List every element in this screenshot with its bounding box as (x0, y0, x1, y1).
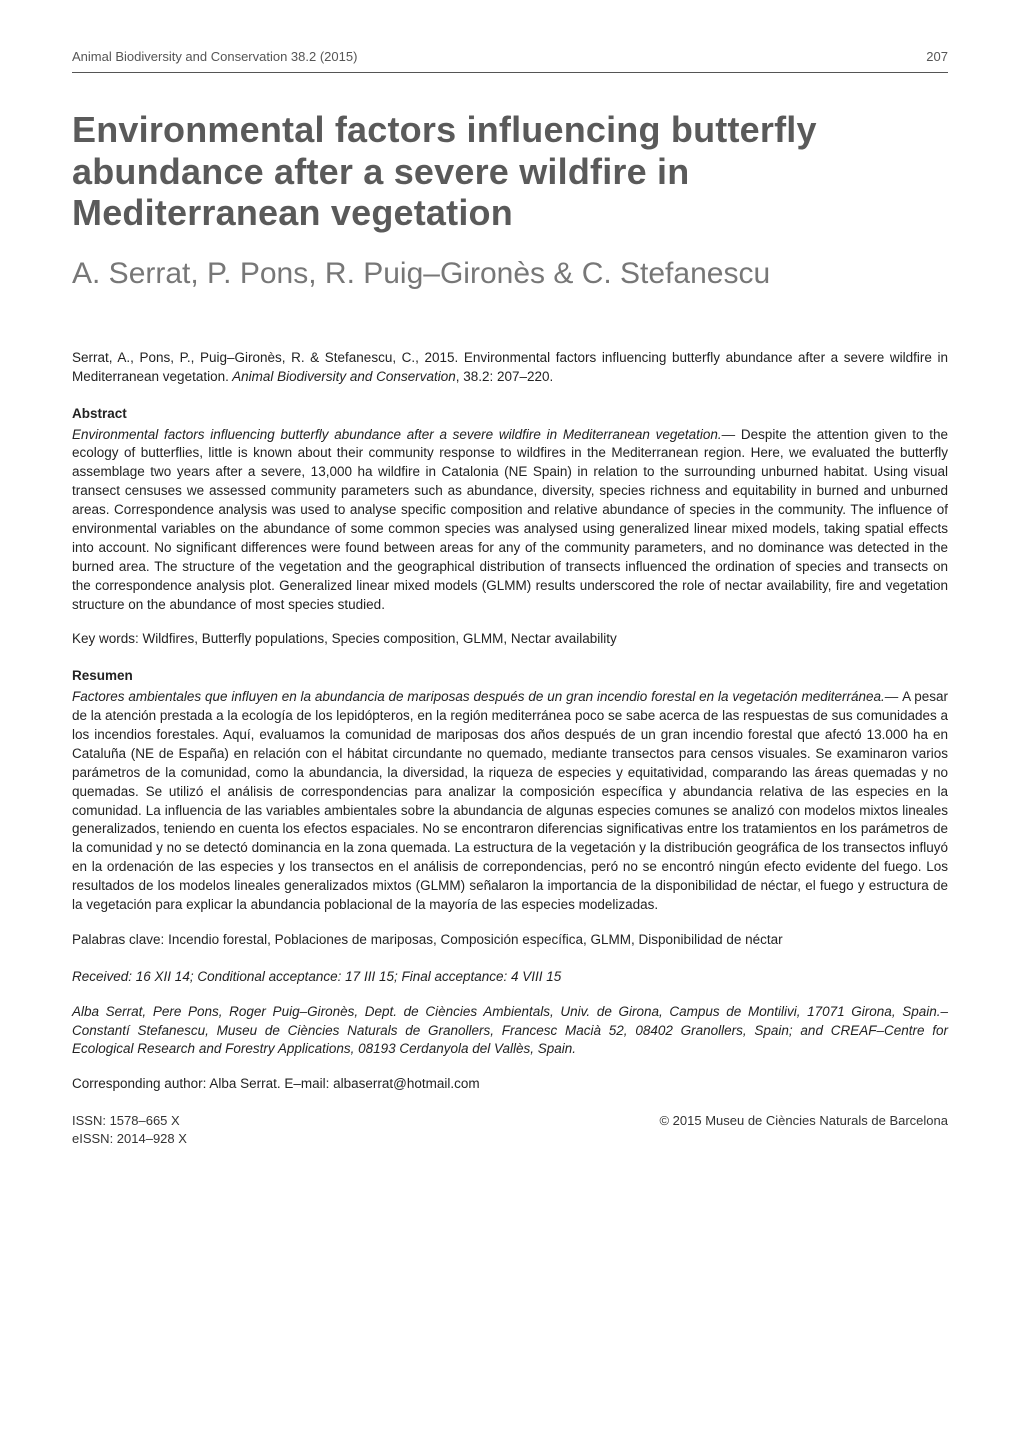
footer-left: ISSN: 1578–665 X eISSN: 2014–928 X (72, 1112, 187, 1148)
footer: ISSN: 1578–665 X eISSN: 2014–928 X © 201… (72, 1112, 948, 1148)
keywords-text: Wildfires, Butterfly populations, Specie… (143, 631, 617, 646)
footer-right: © 2015 Museu de Ciències Naturals de Bar… (659, 1112, 948, 1148)
abstract-text: Despite the attention given to the ecolo… (72, 427, 948, 612)
resumen-heading: Resumen (72, 667, 948, 686)
palabras-clave: Palabras clave: Incendio forestal, Pobla… (72, 931, 948, 950)
palabras-label: Palabras clave: (72, 932, 168, 947)
keywords: Key words: Wildfires, Butterfly populati… (72, 630, 948, 649)
affiliations: Alba Serrat, Pere Pons, Roger Puig–Giron… (72, 1003, 948, 1060)
keywords-label: Key words: (72, 631, 143, 646)
author-list: A. Serrat, P. Pons, R. Puig–Gironès & C.… (72, 255, 948, 293)
resumen-body: Factores ambientales que influyen en la … (72, 688, 948, 915)
resumen-text: A pesar de la atención prestada a la eco… (72, 689, 948, 912)
abstract-body: Environmental factors influencing butter… (72, 426, 948, 615)
corresponding-author: Corresponding author: Alba Serrat. E–mai… (72, 1075, 948, 1094)
eissn: eISSN: 2014–928 X (72, 1130, 187, 1148)
running-head: Animal Biodiversity and Conservation 38.… (72, 48, 948, 73)
resumen-lead: Factores ambientales que influyen en la … (72, 689, 902, 704)
citation: Serrat, A., Pons, P., Puig–Gironès, R. &… (72, 349, 948, 387)
copyright: © 2015 Museu de Ciències Naturals de Bar… (659, 1112, 948, 1130)
page: Animal Biodiversity and Conservation 38.… (0, 0, 1020, 1189)
page-number: 207 (926, 48, 948, 66)
issn: ISSN: 1578–665 X (72, 1112, 187, 1130)
palabras-text: Incendio forestal, Poblaciones de maripo… (168, 932, 783, 947)
citation-journal: Animal Biodiversity and Conservation (229, 369, 456, 384)
journal-name: Animal Biodiversity and Conservation 38.… (72, 48, 357, 66)
abstract-heading: Abstract (72, 405, 948, 424)
article-title: Environmental factors influencing butter… (72, 109, 948, 233)
abstract-lead: Environmental factors influencing butter… (72, 427, 741, 442)
dates-received: Received: 16 XII 14; Conditional accepta… (72, 968, 948, 987)
citation-suffix: , 38.2: 207–220. (456, 369, 554, 384)
